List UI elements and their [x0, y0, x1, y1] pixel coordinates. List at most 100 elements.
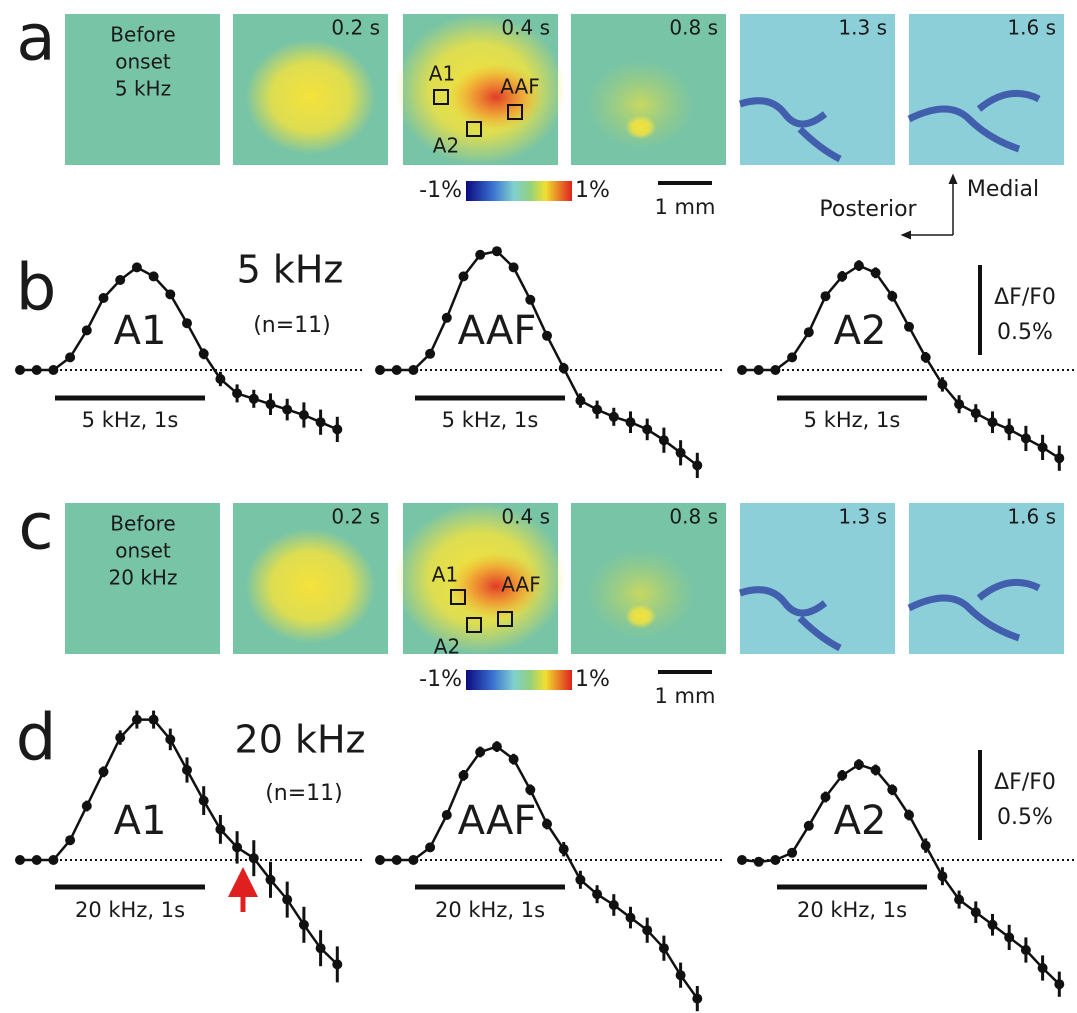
data-point	[508, 262, 519, 273]
tile-label: 1.6 s	[1007, 505, 1056, 529]
trace-line	[741, 763, 1061, 986]
data-point	[131, 714, 142, 725]
data-point	[232, 388, 243, 399]
orientation-label: Posterior	[819, 197, 917, 222]
data-point	[770, 365, 781, 375]
image-tile	[909, 503, 1064, 654]
data-point	[525, 784, 536, 795]
panel-letter: b	[16, 252, 57, 326]
data-point	[81, 801, 92, 811]
data-point	[182, 318, 192, 329]
data-point	[625, 912, 636, 923]
data-point	[115, 732, 126, 743]
activation	[586, 548, 695, 639]
roi-box	[466, 121, 482, 137]
data-point	[265, 399, 276, 410]
data-point	[575, 874, 586, 885]
data-point	[787, 352, 798, 363]
data-point	[81, 325, 92, 336]
data-point	[787, 847, 798, 858]
data-point	[870, 267, 881, 278]
roi-box	[433, 89, 449, 105]
dark-streak	[907, 578, 1041, 642]
data-point	[625, 417, 636, 428]
data-point	[65, 835, 76, 846]
data-point	[31, 365, 42, 375]
tile-label: 1.3 s	[838, 505, 887, 529]
tile-label: 1.3 s	[838, 16, 887, 40]
trace-label: A1	[114, 798, 167, 844]
data-point	[608, 411, 619, 422]
dark-streak	[738, 97, 842, 163]
data-point	[904, 321, 914, 332]
data-point	[803, 820, 814, 831]
roi-box	[466, 617, 482, 633]
data-point	[332, 959, 343, 970]
data-point	[315, 417, 326, 428]
data-point	[31, 855, 42, 865]
data-point	[315, 943, 326, 954]
data-point	[265, 874, 276, 885]
data-point	[920, 352, 931, 363]
data-point	[298, 919, 309, 930]
scale-label: 1 mm	[655, 195, 716, 219]
data-point	[332, 424, 343, 435]
data-point	[15, 365, 25, 375]
data-point	[48, 855, 59, 865]
scale-unit: ΔF/F0	[994, 770, 1056, 795]
data-point	[475, 249, 486, 260]
tile-label: 0.4 s	[501, 505, 550, 529]
tile-label: 20 kHz	[109, 566, 178, 590]
stimulus-label: 20 kHz, 1s	[75, 898, 185, 922]
data-point	[215, 374, 226, 384]
data-point	[904, 810, 914, 820]
data-point	[820, 291, 831, 302]
data-point	[920, 840, 931, 851]
data-point	[391, 855, 402, 865]
tile-label: Before	[110, 512, 175, 536]
data-point	[1004, 424, 1015, 435]
data-point	[820, 792, 831, 802]
data-point	[441, 312, 452, 323]
data-point	[642, 925, 653, 936]
stimulus-label: 5 kHz, 1s	[442, 408, 539, 432]
data-point	[737, 365, 747, 375]
data-point	[298, 410, 309, 420]
tile-label: 0.8 s	[669, 505, 718, 529]
data-point	[215, 824, 226, 835]
data-point	[1037, 442, 1048, 453]
n-label: (n=11)	[253, 313, 331, 338]
activation	[245, 528, 376, 644]
roi-label: A1	[432, 563, 458, 587]
trace-label: A1	[114, 308, 167, 354]
data-point	[770, 855, 781, 865]
data-point	[870, 765, 881, 775]
trace-label: AAF	[458, 798, 537, 844]
data-point	[148, 271, 159, 282]
stimulus-label: 20 kHz, 1s	[435, 898, 545, 922]
data-point	[98, 293, 109, 303]
data-point	[608, 900, 619, 910]
scale-value: 0.5%	[997, 805, 1053, 830]
roi-box	[507, 104, 523, 120]
data-point	[937, 871, 948, 882]
activation	[586, 59, 695, 150]
data-point	[937, 379, 948, 390]
data-point	[282, 404, 293, 415]
tile-label: Before	[110, 23, 175, 47]
data-point	[1054, 453, 1065, 464]
data-point	[165, 289, 176, 300]
dark-streak	[738, 586, 842, 652]
data-point	[887, 784, 898, 795]
data-point	[48, 365, 59, 375]
trace-label: AAF	[458, 308, 537, 354]
data-point	[1037, 963, 1048, 973]
panel-letter: d	[16, 702, 57, 776]
data-point	[232, 842, 243, 853]
data-point	[887, 291, 898, 302]
roi-box	[497, 611, 513, 627]
data-point	[987, 919, 998, 930]
data-point	[970, 907, 981, 918]
data-point	[575, 395, 586, 406]
